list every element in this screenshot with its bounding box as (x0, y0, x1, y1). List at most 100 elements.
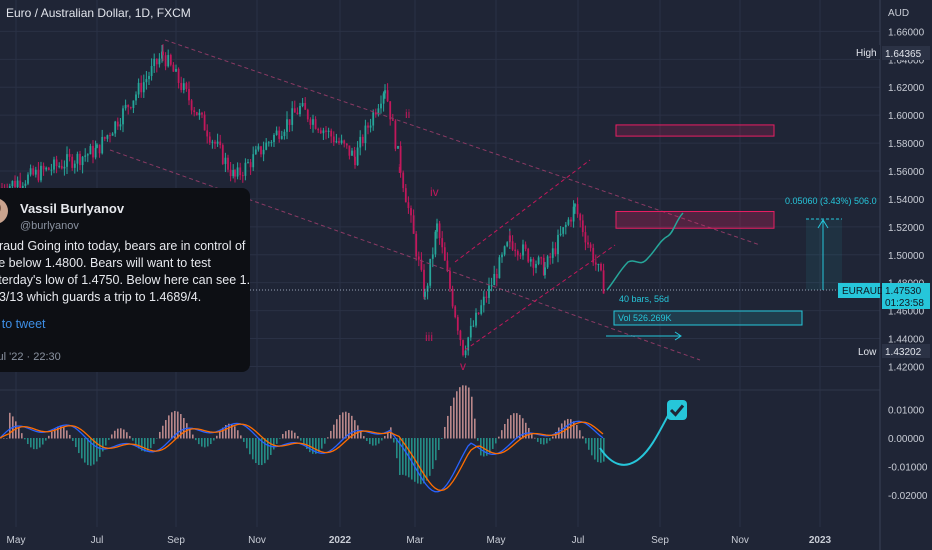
candle-body (581, 220, 584, 233)
macd-histogram-bar (372, 438, 374, 446)
candle-body (262, 149, 265, 155)
macd-histogram-bar (264, 438, 266, 464)
candle-body (291, 108, 294, 125)
candle-body (535, 263, 537, 268)
candle-body (477, 312, 480, 314)
time-tick-label: May (7, 535, 26, 546)
price-axis-currency: AUD (888, 8, 909, 19)
candle-body (81, 156, 84, 166)
bars-label: 40 bars, 56d (619, 294, 669, 304)
projection-path (606, 212, 684, 291)
macd-histogram-bar (585, 438, 587, 444)
macd-histogram-bar (336, 419, 338, 439)
macd-histogram-bar (294, 432, 296, 439)
candle-body (175, 68, 177, 72)
candle-body (343, 140, 346, 144)
candle-body (446, 260, 449, 272)
candle-body (482, 296, 485, 306)
candle-body (501, 254, 503, 258)
price-tick-label: 1.58000 (888, 139, 925, 150)
macd-histogram-bar (189, 428, 191, 439)
candle-body (589, 244, 592, 248)
candle-body (172, 64, 175, 72)
candle-body (522, 244, 524, 256)
candle-body (314, 119, 317, 129)
macd-histogram-bar (489, 438, 491, 454)
candle-body (247, 162, 249, 164)
candle-body (42, 165, 45, 170)
wave-label: v (460, 359, 466, 373)
candle-body (431, 254, 434, 259)
tweet-card[interactable]: Vassil Burlyanov @burlyanov uraud Going … (0, 188, 250, 372)
macd-histogram-bar (378, 438, 380, 444)
macd-histogram-bar (258, 438, 260, 466)
macd-histogram-bar (273, 438, 275, 450)
macd-histogram-bar (327, 437, 329, 439)
candle-body (549, 256, 552, 258)
candle-body (397, 146, 399, 149)
high-label-bg (852, 45, 880, 59)
target-zone-lower (615, 210, 775, 229)
candle-body (58, 165, 61, 167)
candle-body (467, 337, 470, 351)
candle-body (306, 109, 309, 120)
price-tick-label: 1.60000 (888, 111, 925, 122)
candle-body (34, 169, 37, 175)
macd-histogram-bar (465, 385, 467, 439)
candle-body (464, 350, 467, 356)
candle-body (232, 170, 235, 177)
candle-body (402, 172, 405, 189)
price-tick-label: 1.64000 (888, 55, 925, 66)
tweet-link[interactable]: k to tweet (0, 317, 46, 331)
candle-body (354, 156, 356, 166)
candle-body (283, 131, 286, 137)
volume-box (613, 310, 803, 326)
candle-body (587, 242, 589, 245)
candle-body (53, 159, 55, 170)
candle-body (142, 82, 145, 93)
candle-body (382, 93, 385, 104)
last-price-badge (882, 283, 930, 309)
candle-body (503, 246, 506, 255)
macd-histogram-bar (183, 418, 185, 439)
candle-body (270, 142, 273, 144)
candle-body (436, 223, 438, 232)
macd-histogram-bar (141, 438, 143, 451)
candle-body (216, 141, 219, 144)
candle-body (572, 206, 575, 222)
macd-histogram-bar (396, 438, 398, 459)
candle-body (254, 149, 257, 155)
macd-histogram-bar (15, 421, 17, 439)
candle-body (206, 130, 209, 137)
macd-histogram-bar (333, 424, 335, 439)
candle-body (377, 108, 380, 115)
wave-label: iv (430, 185, 439, 199)
candle-body (443, 247, 446, 261)
price-tick-label: 1.52000 (888, 223, 925, 234)
candle-body (312, 119, 314, 125)
macd-histogram-bar (300, 438, 302, 441)
candle-body (169, 55, 172, 65)
candle-body (145, 79, 148, 83)
candle-body (532, 259, 535, 268)
candle-body (434, 231, 437, 255)
candle-body (124, 104, 127, 109)
time-tick-label: 2023 (809, 535, 832, 546)
candle-body (60, 165, 63, 169)
candle-body (426, 285, 429, 292)
candle-body (322, 130, 325, 134)
macd-histogram-bar (90, 438, 92, 466)
macd-histogram-bar (216, 435, 218, 439)
candle-body (359, 136, 362, 148)
signal-line (0, 421, 604, 492)
candle-body (551, 248, 554, 258)
macd-histogram-bar (423, 438, 425, 484)
macd-histogram-bar (501, 430, 503, 439)
candle-body (219, 141, 222, 146)
macd-histogram-bar (69, 434, 71, 439)
macd-histogram-bar (114, 430, 116, 439)
candle-body (364, 125, 367, 144)
candle-body (356, 147, 359, 166)
candle-body (32, 168, 35, 175)
